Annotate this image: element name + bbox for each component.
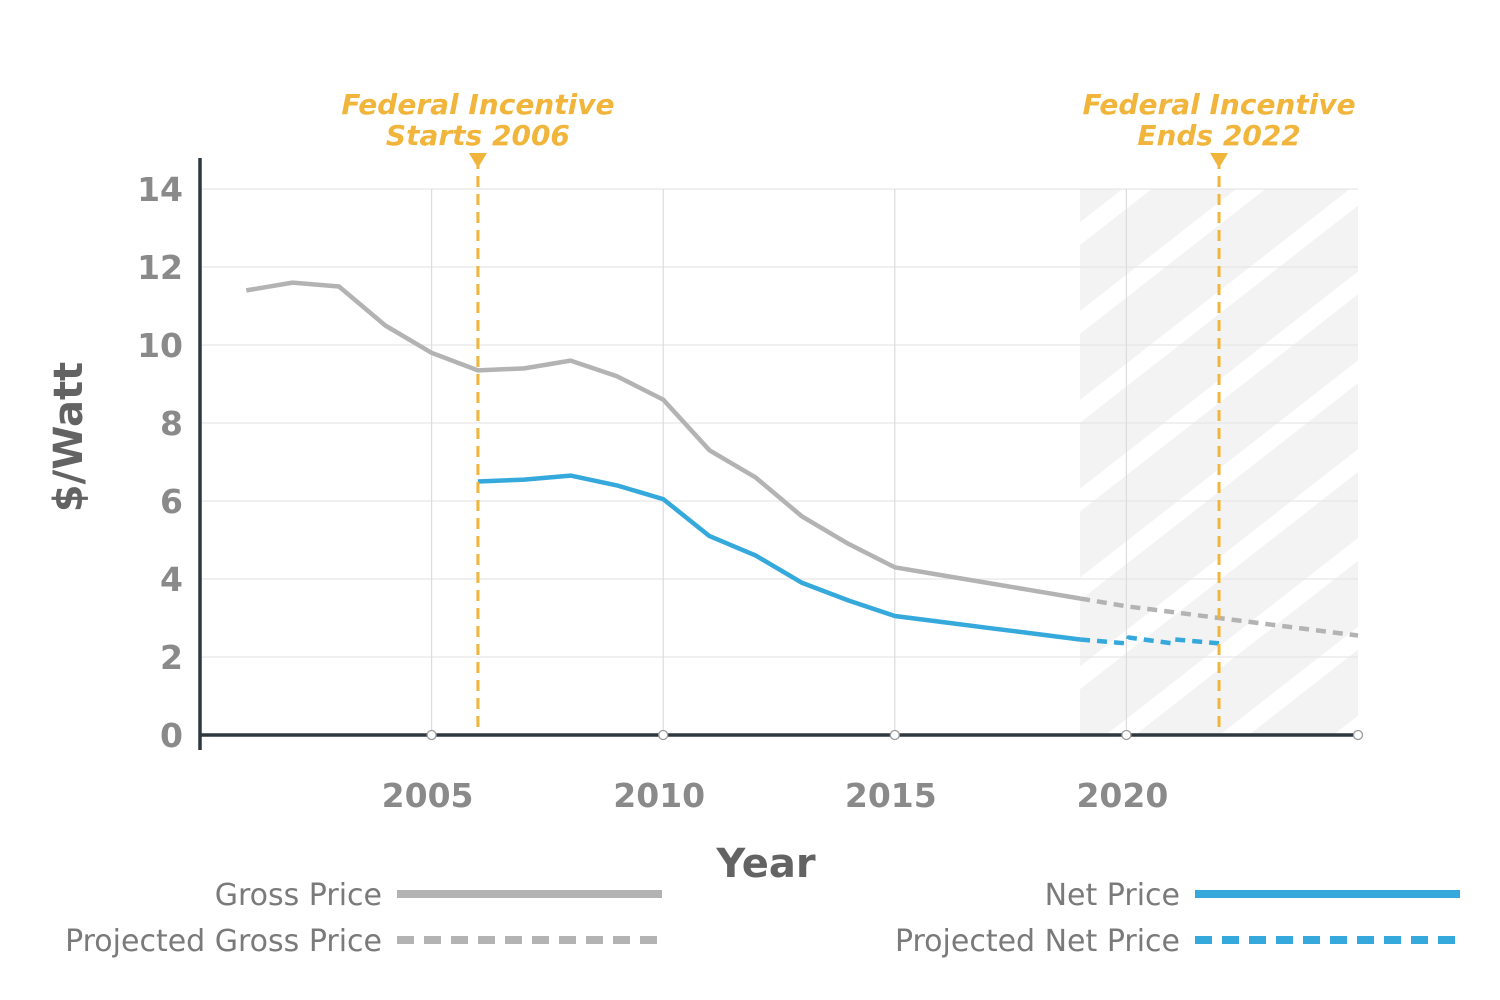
x-axis-title: Year [715,841,815,887]
y-tick-label: 6 [160,482,183,521]
y-tick-label: 0 [160,716,183,755]
y-axis-title: $/Watt [46,362,92,512]
incentive-label-2-line-1: Federal Incentive [1082,88,1355,121]
legend-label-gross-price: Gross Price [215,878,382,913]
incentive-marker-2 [1210,153,1229,168]
y-tick-label: 4 [160,560,183,599]
tick-labels: 0 2 4 6 8 10 12 14 2005 2010 2015 2020 [137,170,1168,815]
x-tick-label: 2010 [613,776,705,815]
incentive-label-1-line-2: Starts 2006 [386,119,570,152]
series-line-gross-price [245,280,1081,601]
x-axis-tick-dot [658,729,669,741]
incentive-label-1-line-1: Federal Incentive [341,88,614,121]
y-tick-label: 2 [160,638,183,677]
gridlines [200,188,1358,735]
x-axis-tick-dot [426,729,437,741]
x-axis-tick-dot [889,729,900,741]
x-tick-label: 2005 [382,776,474,815]
y-tick-label: 14 [137,170,183,209]
axes [198,158,1364,750]
x-tick-label: 2020 [1076,776,1168,815]
legend-label-net-price: Net Price [1045,878,1180,913]
x-axis-tick-dot [1121,729,1132,741]
legend-label-projected-net-price: Projected Net Price [895,924,1180,959]
incentive-label-2-line-2: Ends 2022 [1137,119,1300,152]
x-axis-end-dot [1352,729,1364,741]
y-tick-label: 10 [137,326,183,365]
x-tick-label: 2015 [845,776,937,815]
y-tick-label: 12 [137,248,183,287]
legend-label-projected-gross-price: Projected Gross Price [65,924,382,959]
series-line-projected-net-price [1079,635,1220,646]
series-line-net-price [477,473,1081,642]
legend: Gross Price Net Price Projected Gross Pric… [65,878,1460,959]
incentive-marker-1 [468,153,487,168]
y-tick-label: 8 [160,404,183,443]
